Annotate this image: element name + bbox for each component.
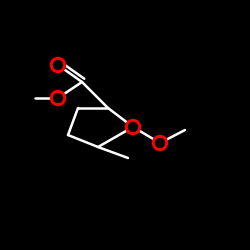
Circle shape xyxy=(126,120,140,134)
Circle shape xyxy=(50,58,66,72)
Circle shape xyxy=(128,122,138,132)
Circle shape xyxy=(50,90,66,106)
Circle shape xyxy=(54,60,62,70)
Circle shape xyxy=(152,136,168,150)
Circle shape xyxy=(54,94,62,102)
Circle shape xyxy=(156,138,164,147)
